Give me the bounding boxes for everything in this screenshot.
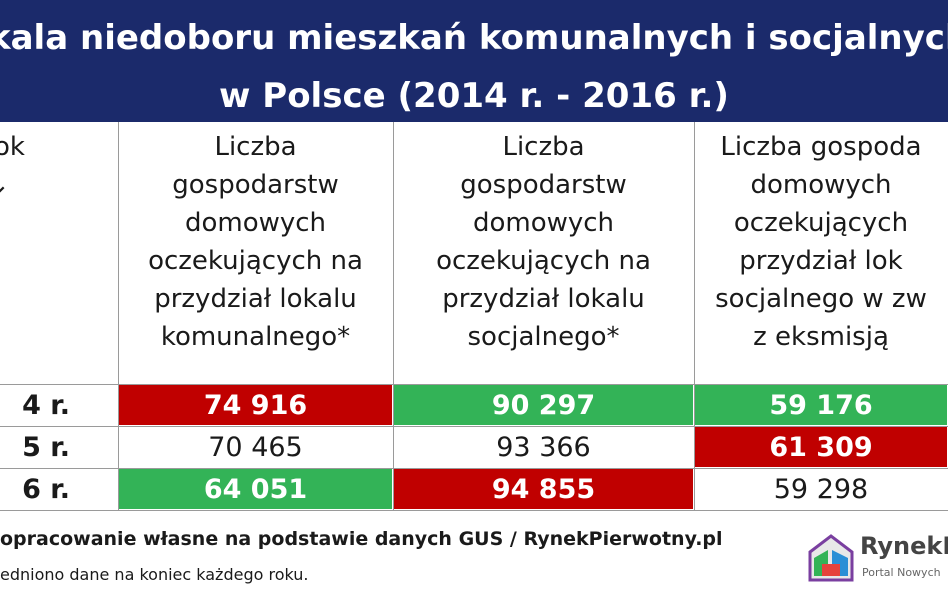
data-table: ok ↓ Liczba gospodarstw domowych oczekuj… — [0, 122, 948, 520]
year-label: 6 r. — [22, 473, 70, 505]
year-label: 5 r. — [22, 431, 70, 463]
house-logo-icon — [808, 534, 854, 582]
data-cell: 94 855 — [394, 469, 693, 509]
data-cell: 61 309 — [695, 427, 947, 467]
year-label: 4 r. — [22, 389, 70, 421]
grid-line — [393, 122, 394, 510]
grid-line — [0, 510, 948, 511]
chart-title-line-2: w Polsce (2014 r. - 2016 r.) — [219, 76, 729, 116]
data-cell: 70 465 — [208, 431, 303, 463]
data-cell: 64 051 — [119, 469, 392, 509]
logo: RynekPi Portal Nowych — [804, 530, 948, 590]
footnote-text: edniono dane na koniec każdego roku. — [0, 565, 309, 584]
grid-line — [694, 122, 695, 510]
data-cell: 93 366 — [496, 431, 591, 463]
data-cell: 59 298 — [773, 473, 869, 505]
data-cell: 90 297 — [394, 385, 693, 425]
source-text: opracowanie własne na podstawie danych G… — [0, 528, 723, 550]
down-arrow-icon: ↓ — [0, 166, 28, 204]
grid-line — [0, 426, 948, 427]
row-header-label: ok — [0, 132, 25, 162]
grid-line — [0, 468, 948, 469]
data-cell: 59 176 — [695, 385, 947, 425]
column-header: Liczba gospodarstw domowych oczekujących… — [436, 132, 651, 352]
grid-line — [118, 122, 119, 510]
logo-subtitle: Portal Nowych — [862, 566, 941, 579]
data-cell: 74 916 — [119, 385, 392, 425]
title-bar: kala niedoboru mieszkań komunalnych i so… — [0, 0, 948, 122]
row-header: ok ↓ — [0, 128, 40, 204]
chart-title-line-1: kala niedoboru mieszkań komunalnych i so… — [0, 18, 948, 58]
logo-name: RynekPi — [860, 532, 948, 560]
column-header: Liczba gospoda domowych oczekujących prz… — [715, 132, 927, 352]
column-header: Liczba gospodarstw domowych oczekujących… — [148, 132, 363, 352]
grid-line — [0, 384, 948, 385]
